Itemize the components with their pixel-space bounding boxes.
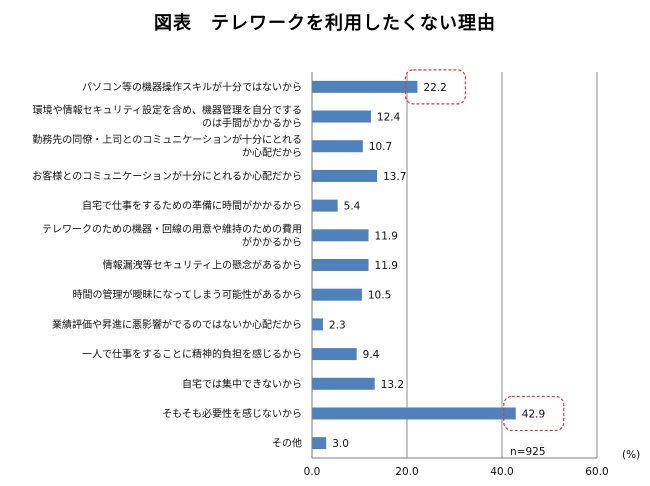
value-label: 11.9 xyxy=(375,230,398,242)
x-tick-label: 60.0 xyxy=(585,466,608,478)
category-label: そもそも必要性を感じないから xyxy=(162,407,302,420)
value-label: 9.4 xyxy=(363,349,380,361)
bar xyxy=(312,169,378,182)
category-label: か心配だから xyxy=(242,147,302,159)
value-label: 12.4 xyxy=(377,112,401,124)
category-label: 情報漏洩等セキュリティ上の懸念があるから xyxy=(103,259,302,272)
bar xyxy=(312,80,418,93)
category-label: 時間の管理が曖昧になってしまう可能性があるから xyxy=(73,288,303,301)
category-label: 環境や情報セキュリティ設定を含め、機器管理を自分でする xyxy=(33,104,302,117)
value-label: 10.7 xyxy=(369,141,392,153)
bar xyxy=(312,437,327,450)
bar xyxy=(312,377,375,390)
value-label: 5.4 xyxy=(344,201,361,213)
bar xyxy=(312,199,338,212)
value-label: 2.3 xyxy=(329,319,346,331)
category-label: がかかるから xyxy=(242,235,302,248)
value-label: 11.9 xyxy=(375,260,398,272)
value-label: 3.0 xyxy=(332,438,349,450)
category-label: テレワークのための機器・回線の用意や維持のための費用 xyxy=(42,222,302,235)
bar xyxy=(312,318,323,331)
highlight-box xyxy=(503,395,565,432)
unit-label: (%) xyxy=(622,449,640,461)
x-tick-label: 40.0 xyxy=(490,466,513,478)
highlight-layer xyxy=(404,69,565,432)
chart-title: 図表 テレワークを利用したくない理由 xyxy=(154,13,496,34)
value-label: 42.9 xyxy=(522,408,545,420)
bar xyxy=(312,140,363,153)
bar xyxy=(312,229,369,242)
category-label: パソコン等の機器操作スキルが十分ではないから xyxy=(82,80,302,93)
x-tick-label: 20.0 xyxy=(395,466,418,478)
label-layer: 0.0 20.0 40.0 60.0 パソコン等の機器操作スキルが十分ではないから 22.… xyxy=(32,80,608,478)
category-label: 勤務先の同僚・上司とのコミュニケーションが十分にとれる xyxy=(32,133,302,146)
n-note: n=925 xyxy=(510,446,546,458)
grid-layer xyxy=(312,72,598,459)
category-label: 自宅では集中できないから xyxy=(182,377,302,390)
category-label: 業績評価や昇進に悪影響がでるのではないか心配だから xyxy=(52,318,302,331)
bar xyxy=(312,288,362,301)
category-label: のは手間がかかるから xyxy=(202,117,302,130)
category-label: 一人で仕事をすることに精神的負担を感じるから xyxy=(82,348,302,361)
value-label: 22.2 xyxy=(423,82,446,94)
category-label: その他 xyxy=(272,437,302,450)
bar-layer xyxy=(312,80,516,450)
highlight-box xyxy=(404,69,467,105)
bar xyxy=(312,259,369,271)
bar xyxy=(312,407,516,420)
x-tick-label: 0.0 xyxy=(304,466,321,478)
value-label: 10.5 xyxy=(368,290,391,302)
value-label: 13.7 xyxy=(383,171,406,183)
category-label: お客様とのコミュニケーションが十分にとれるか心配だから xyxy=(32,169,302,182)
category-label: 自宅で仕事をするための準備に時間がかかるから xyxy=(82,199,302,212)
bar xyxy=(312,348,357,361)
value-label: 13.2 xyxy=(381,379,404,391)
bar xyxy=(312,110,371,123)
